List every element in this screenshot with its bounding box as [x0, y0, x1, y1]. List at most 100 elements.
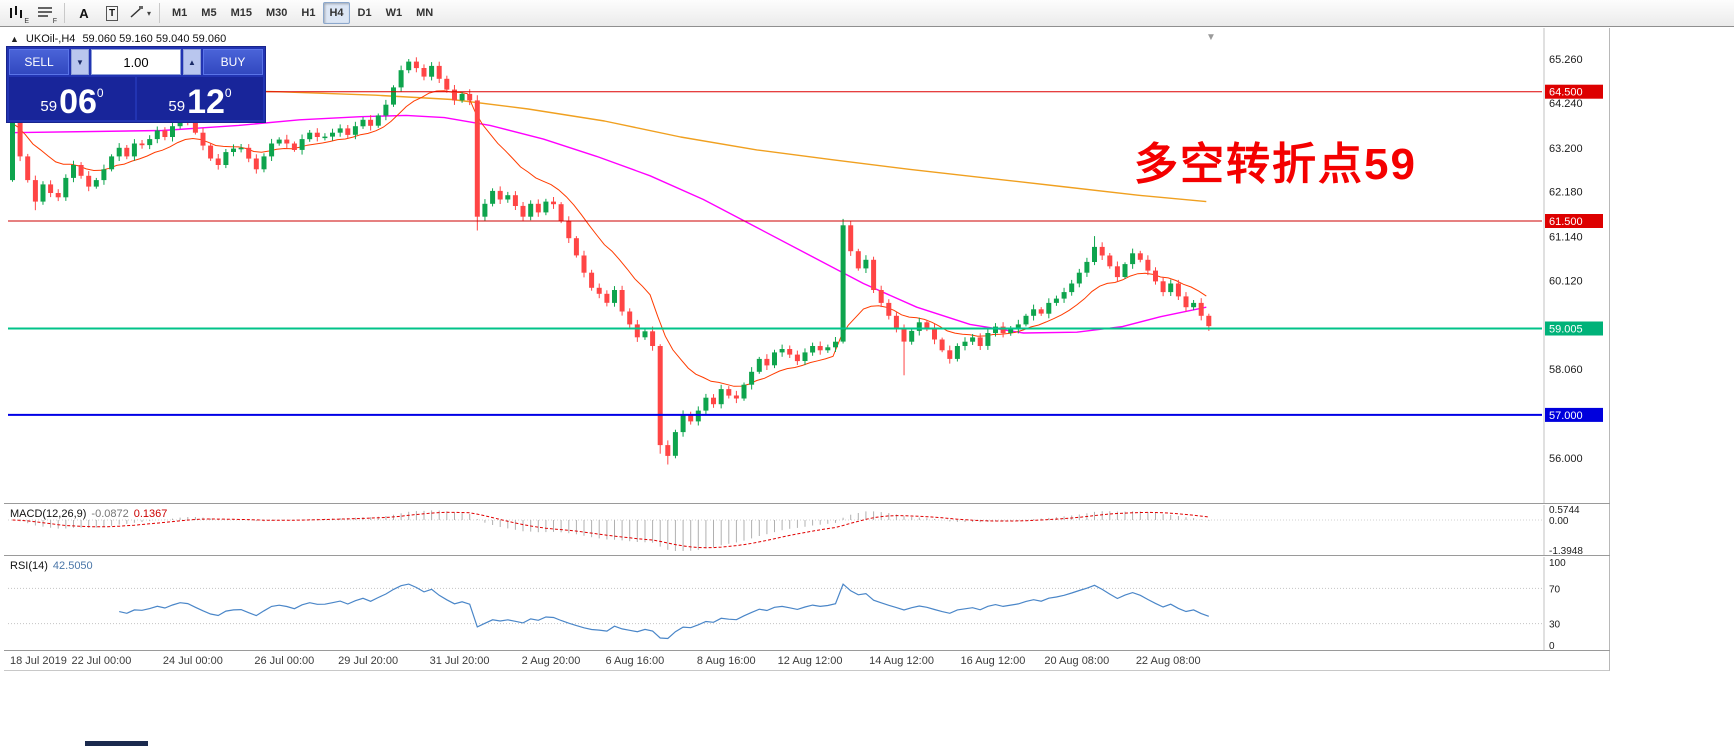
price-badge-label: 57.000	[1549, 410, 1583, 422]
time-axis-label: 24 Jul 00:00	[162, 655, 223, 667]
timeframe-h1-button[interactable]: H1	[301, 7, 316, 19]
timeframe-m15-button[interactable]: M15	[230, 7, 252, 19]
time-axis-label: 2 Aug 20:00	[521, 655, 581, 667]
chart-type-icon	[9, 5, 25, 22]
price-badge	[1545, 407, 1603, 422]
sell-price-superscript: 0	[96, 86, 104, 100]
timeframe-m5-button[interactable]: M5	[201, 7, 217, 19]
chart-type-icon-sub: E	[24, 18, 29, 25]
timeframe-w1-button[interactable]: W1	[385, 7, 403, 19]
toolbar-separator	[159, 3, 160, 23]
timeframe-d1-button[interactable]: D1	[357, 7, 372, 19]
toolbar: E F A T ▾ M1 M5 M15 M30 H1 H4 D1 W1 MN	[0, 0, 1734, 27]
pane-divider[interactable]	[4, 503, 1610, 504]
bottom-partial-element	[85, 741, 148, 746]
rsi-label-row: RSI(14) 42.5050	[10, 560, 93, 572]
macd-label-row: MACD(12,26,9) -0.0872 0.1367	[10, 508, 167, 520]
price-axis-label: 60.120	[1549, 276, 1583, 288]
price-axis-label: 64.240	[1549, 98, 1583, 110]
pane-divider[interactable]	[4, 555, 1610, 556]
chart-ohlc-quotes: 59.060 59.160 59.040 59.060	[82, 33, 227, 45]
rsi-value: 42.5050	[52, 560, 93, 572]
macd-signal-line	[12, 511, 1209, 549]
shapes-tool-button[interactable]: ▾	[127, 2, 153, 24]
timeframe-mn-button[interactable]: MN	[416, 7, 434, 19]
cursor-tool-icon: A	[79, 5, 89, 21]
price-badge	[1545, 84, 1603, 99]
rsi-axis-label: 70	[1549, 584, 1561, 595]
chart-list-button[interactable]: F	[32, 2, 58, 25]
sell-price-big-digits: 06	[59, 83, 97, 121]
sell-button[interactable]: SELL	[9, 49, 69, 75]
time-axis-label: 22 Aug 08:00	[1135, 655, 1201, 667]
timeframe-m1-button[interactable]: M1	[172, 7, 188, 19]
buy-price-big-digits: 12	[187, 83, 225, 121]
price-chart-canvas[interactable]: 65.260 64.240 63.200 62.180 61.140 60.120 58.0…	[4, 28, 1610, 503]
macd-axis-label: 0.00	[1549, 516, 1569, 527]
timeframe-h4-button[interactable]: H4	[323, 2, 350, 24]
timeframe-button-group: M1 M5 M15 M30 H1 H4 D1 W1 MN	[165, 2, 440, 24]
macd-histogram	[19, 510, 1210, 551]
candles	[10, 57, 1212, 465]
time-axis-label: 16 Aug 12:00	[960, 655, 1026, 667]
buy-price-superscript: 0	[224, 86, 232, 100]
chevron-down-icon: ▾	[146, 8, 151, 18]
price-axis-label: 65.260	[1549, 54, 1583, 66]
cursor-tool-button[interactable]: A	[71, 2, 97, 24]
buy-price-display[interactable]: 59 12 0	[137, 77, 263, 120]
ma-mid-line	[9, 114, 1207, 334]
macd-axis-label: 0.5744	[1549, 505, 1580, 516]
sell-price-prefix: 59	[40, 98, 58, 115]
price-axis-label: 61.140	[1549, 232, 1583, 244]
shapes-tool-icon	[129, 5, 145, 22]
time-axis-label: 26 Jul 00:00	[254, 655, 315, 667]
price-badge-label: 61.500	[1549, 216, 1583, 228]
ma-fast-line	[9, 90, 1207, 387]
time-axis-label: 6 Aug 16:00	[605, 655, 665, 667]
macd-main-value: -0.0872	[91, 508, 129, 520]
time-axis-label: 31 Jul 20:00	[429, 655, 490, 667]
price-badge-label: 59.005	[1549, 324, 1583, 336]
rsi-line	[119, 583, 1210, 640]
one-click-panel-toggle-icon[interactable]: ▲	[10, 34, 19, 44]
time-axis-label: 29 Jul 20:00	[338, 655, 399, 667]
timeframe-m30-button[interactable]: M30	[265, 7, 288, 19]
price-axis-label: 62.180	[1549, 187, 1583, 199]
price-axis-label: 56.000	[1549, 453, 1583, 465]
buy-button[interactable]: BUY	[203, 49, 263, 75]
volume-input[interactable]	[91, 49, 181, 75]
text-label-tool-button[interactable]: T	[99, 2, 125, 24]
macd-signal-value: 0.1367	[133, 508, 168, 520]
toolbar-separator	[64, 3, 65, 23]
volume-decrement-button[interactable]: ▼	[71, 49, 89, 75]
rsi-axis-label: 100	[1549, 558, 1566, 569]
buy-price-prefix: 59	[168, 98, 186, 115]
chart-symbol-timeframe: UKOil-,H4	[25, 33, 76, 45]
ma-slow-line	[9, 85, 1207, 203]
time-axis-label: 14 Aug 12:00	[869, 655, 934, 667]
chart-shift-marker-icon[interactable]: ▼	[1206, 32, 1216, 43]
rsi-label: RSI(14)	[10, 560, 48, 572]
pane-divider[interactable]	[4, 650, 1610, 651]
chart-list-icon-sub: F	[52, 18, 57, 25]
time-axis-label: 12 Aug 12:00	[777, 655, 843, 667]
macd-label: MACD(12,26,9)	[10, 508, 87, 520]
volume-increment-button[interactable]: ▲	[183, 49, 201, 75]
time-axis-label: 22 Jul 00:00	[71, 655, 132, 667]
time-axis-label: 8 Aug 16:00	[696, 655, 756, 667]
chart-type-button[interactable]: E	[4, 2, 30, 25]
rsi-axis-label: 30	[1549, 620, 1561, 631]
sell-price-display[interactable]: 59 06 0	[9, 77, 135, 120]
rsi-axis-label: 0	[1549, 641, 1555, 652]
rsi-indicator-canvas[interactable]: 100 70 30 0	[4, 557, 1610, 652]
price-badge	[1545, 214, 1603, 228]
price-axis-label: 58.060	[1549, 364, 1583, 376]
macd-axis-label: -1.3948	[1549, 546, 1583, 557]
chart-text-annotation[interactable]: 多空转折点59	[1134, 140, 1417, 189]
chart-title-row: ▲ UKOil-,H4 59.060 59.160 59.040 59.060	[10, 33, 226, 45]
price-badge-label: 64.500	[1549, 87, 1583, 99]
time-axis-label: 20 Aug 08:00	[1044, 655, 1110, 667]
chart-window: ▲ UKOil-,H4 59.060 59.160 59.040 59.060 …	[4, 28, 1610, 671]
time-axis-label: 18 Jul 2019	[10, 655, 67, 667]
